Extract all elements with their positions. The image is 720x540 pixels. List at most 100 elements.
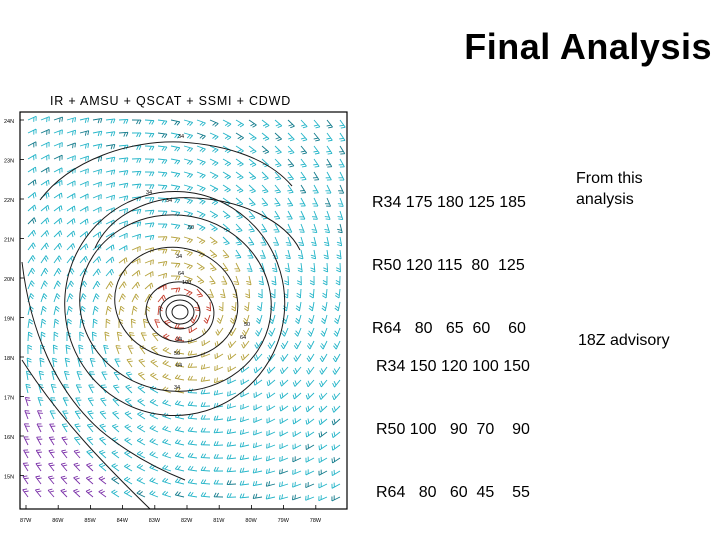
wind-barb [246, 275, 252, 286]
wind-barb [66, 305, 73, 316]
wind-barb [137, 424, 146, 433]
wind-barb [174, 452, 185, 459]
eye-contour [171, 304, 189, 320]
wind-barb [118, 245, 128, 252]
wind-barb [111, 476, 120, 485]
wind-barb [266, 404, 276, 412]
wind-barb [284, 275, 290, 286]
wind-barb [209, 171, 219, 180]
wind-barb [337, 223, 343, 234]
wind-barb [174, 426, 185, 433]
wind-barb [183, 223, 193, 231]
wind-barb [323, 262, 329, 273]
wind-barb [213, 441, 224, 447]
wind-barb [91, 331, 97, 342]
wind-barb [118, 157, 129, 163]
wind-barb [187, 401, 198, 407]
wind-barb [318, 456, 328, 464]
wind-barb [333, 327, 341, 337]
wind-barb [105, 131, 116, 137]
wind-barb [73, 475, 81, 485]
wind-barb [187, 478, 198, 485]
wind-barb [27, 217, 37, 225]
wind-barb [92, 280, 101, 290]
wind-barb [105, 118, 116, 124]
wind-barb [39, 357, 45, 368]
wind-barb [292, 392, 302, 400]
wind-barb [200, 376, 211, 382]
wind-barb [40, 255, 49, 264]
wind-barb [66, 293, 74, 303]
wind-barb [40, 318, 47, 329]
wind-barb [35, 462, 42, 472]
wind-barb [92, 130, 103, 137]
wind-barb [136, 490, 146, 498]
wind-barb [187, 414, 198, 420]
wind-barb [209, 184, 219, 193]
wind-barb [279, 366, 289, 375]
wind-barb [118, 257, 128, 264]
wind-barb [144, 119, 155, 125]
wind-barb [310, 262, 316, 273]
wind-barb [170, 262, 181, 268]
wind-barb [53, 154, 63, 161]
wind-barb [27, 242, 36, 251]
wind-barb [247, 249, 254, 259]
wind-barb [292, 469, 302, 475]
wind-barb [149, 425, 159, 433]
wind-barb [131, 258, 141, 265]
wind-barb [222, 249, 230, 259]
wind-barb [36, 436, 43, 446]
wind-barb [196, 275, 205, 284]
wind-barb [235, 223, 243, 233]
wind-barb [286, 223, 293, 233]
wind-barb [331, 444, 341, 451]
wind-barb [261, 145, 270, 155]
wind-barb [79, 168, 89, 175]
wind-barb [235, 236, 243, 246]
wind-barb [253, 404, 263, 411]
wind-barb [318, 418, 328, 426]
wind-barb [140, 332, 147, 342]
wind-barb [27, 204, 37, 212]
wind-barb [285, 249, 291, 260]
wind-barb [187, 439, 198, 446]
wind-barb [105, 305, 112, 316]
wind-barb [187, 452, 198, 459]
wind-barb [312, 171, 320, 181]
wind-barb [213, 390, 224, 396]
wind-barb [40, 204, 50, 212]
wind-barb [307, 314, 315, 325]
wind-barb [53, 217, 63, 225]
wind-barb [274, 119, 283, 129]
wind-barb [305, 379, 315, 388]
wind-barb [157, 284, 167, 291]
advisory-r50-row: R50 100 90 70 90 [376, 421, 530, 438]
wind-barb [86, 423, 94, 433]
wind-barb [174, 413, 185, 420]
wind-barb [27, 255, 36, 264]
wind-barb [305, 494, 315, 501]
wind-barb [79, 243, 89, 251]
wind-barb [53, 305, 60, 316]
wind-barb [61, 423, 69, 433]
wind-barb [74, 423, 81, 433]
wind-barb [157, 248, 168, 254]
contour-label: 50 [188, 225, 194, 231]
wind-barb [144, 234, 155, 241]
wind-barb [50, 384, 57, 394]
wind-barb [196, 145, 206, 153]
contour-label: 34 [178, 134, 184, 140]
wind-barb [183, 171, 193, 179]
wind-barb [53, 242, 63, 251]
wind-barb [35, 449, 43, 459]
wind-barb [151, 345, 159, 355]
wind-barb [331, 495, 341, 502]
wind-barb [23, 449, 30, 459]
wind-barb [22, 488, 29, 498]
wind-barb [170, 249, 181, 255]
wind-barb [266, 392, 276, 399]
wind-barb [99, 423, 107, 433]
wind-barb [325, 158, 333, 168]
wind-barb [136, 437, 146, 446]
